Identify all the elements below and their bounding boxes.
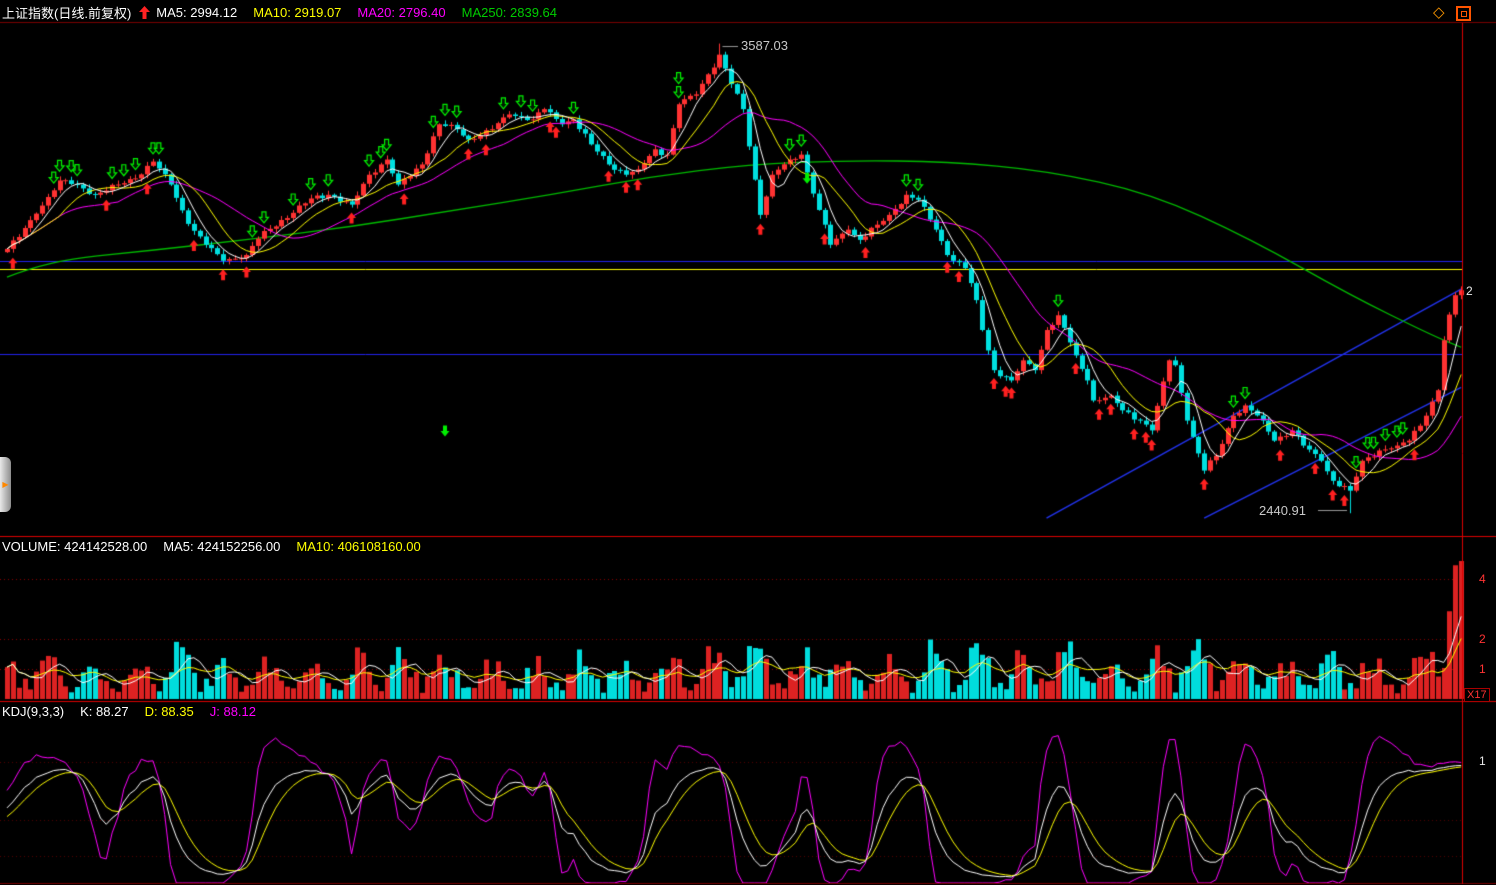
kdj-axis-label: 1 [1479,754,1486,768]
diamond-icon[interactable]: ◇ [1433,4,1445,21]
instrument-title: 上证指数(日线.前复权) [2,6,132,21]
kdj-k-value: K: 88.27 [80,704,129,719]
kdj-panel-header: KDJ(9,3,3) K: 88.27 D: 88.35 J: 88.12 [2,704,272,719]
restore-window-icon-inner [1460,10,1467,17]
sidebar-expand-handle[interactable]: ▶ [0,457,11,512]
price-axis-label: 2 [1466,284,1473,298]
kdj-d-value: D: 88.35 [144,704,194,719]
ma10-value: MA10: 2919.07 [253,5,342,20]
volume-ma10-value: MA10: 406108160.00 [296,539,421,554]
ma5-value: MA5: 2994.12 [156,5,238,20]
kdj-params: KDJ(9,3,3) [2,704,65,719]
ma20-value: MA20: 2796.40 [357,5,446,20]
expand-arrow-icon: ▶ [2,480,9,489]
trough-price-annotation: 2440.91 [1259,503,1306,518]
volume-axis-label-400m: 4 [1479,572,1486,586]
price-panel-header: 上证指数(日线.前复权) MA5: 2994.12 MA10: 2919.07 … [2,3,573,22]
peak-price-annotation: 3587.03 [741,38,788,53]
volume-panel-header: VOLUME: 424142528.00 MA5: 424152256.00 M… [2,539,437,554]
buy-signal-icon [139,6,151,19]
restore-window-icon[interactable] [1456,6,1471,21]
kdj-j-value: J: 88.12 [209,704,256,719]
ma250-value: MA250: 2839.64 [461,5,558,20]
volume-ma5-value: MA5: 424152256.00 [163,539,281,554]
volume-scale-indicator: X17 [1464,688,1490,702]
volume-axis-label-100m: 1 [1479,662,1486,676]
volume-value: VOLUME: 424142528.00 [2,539,148,554]
volume-axis-label-200m: 2 [1479,632,1486,646]
